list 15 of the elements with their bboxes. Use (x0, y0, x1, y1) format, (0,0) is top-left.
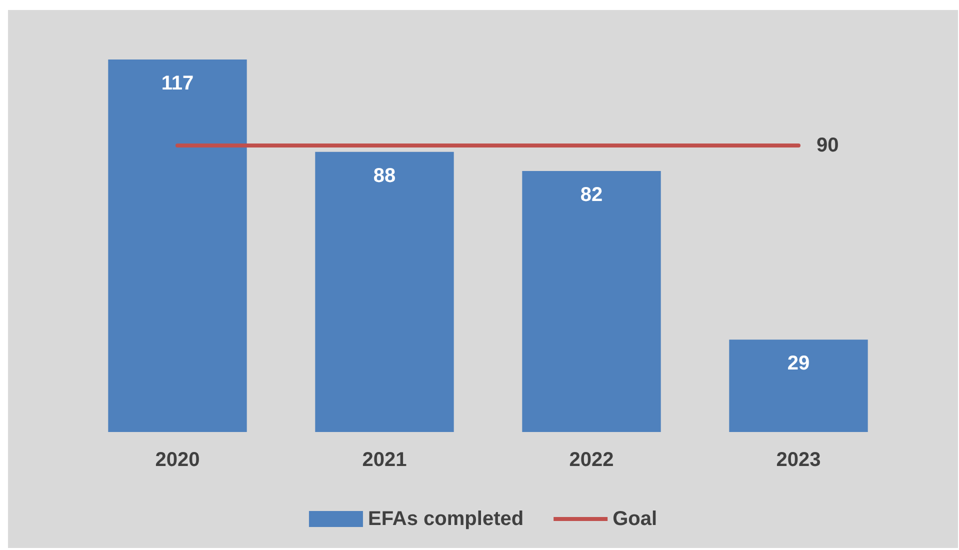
legend-label: Goal (612, 508, 658, 530)
bar (315, 152, 454, 432)
x-tick-label: 2020 (155, 449, 200, 471)
bar (108, 60, 247, 432)
data-label: 29 (787, 352, 810, 375)
data-label: 117 (161, 72, 194, 95)
data-label: 90 (816, 134, 839, 156)
legend-label: EFAs completed (368, 508, 524, 530)
data-label: 82 (580, 184, 603, 206)
x-tick-label: 2022 (569, 449, 614, 471)
data-label: 88 (373, 164, 396, 187)
x-tick-label: 2023 (776, 449, 821, 471)
x-tick-label: 2021 (362, 449, 407, 471)
bar (522, 170, 661, 432)
bar (729, 340, 868, 432)
